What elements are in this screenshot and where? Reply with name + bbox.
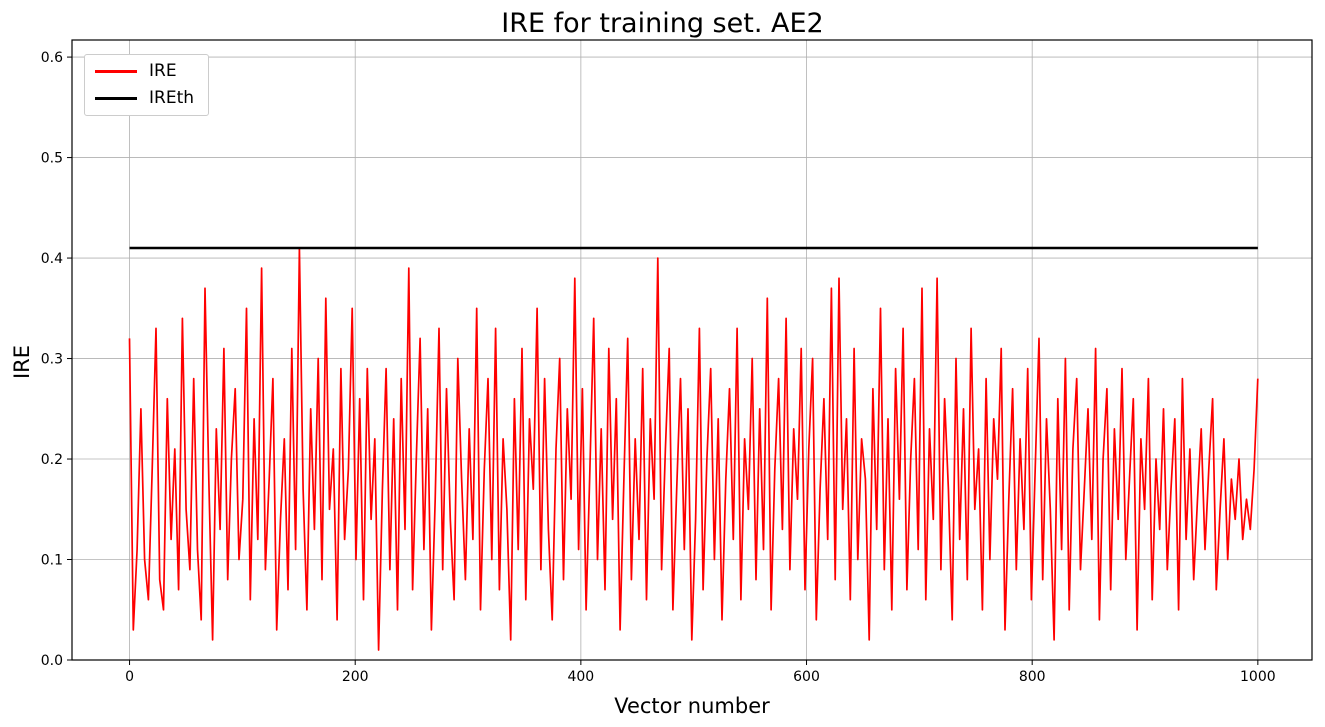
legend-label-ireth: IREth: [149, 88, 195, 108]
ire-series-line: [128, 247, 1259, 651]
plot-background: [72, 40, 1312, 660]
x-tick-label: 0: [125, 669, 134, 685]
x-tick-label: 400: [567, 669, 594, 685]
legend-line-sample-ireth: [95, 97, 137, 100]
chart-title: IRE for training set. AE2: [501, 8, 824, 39]
y-tick-label: 0.6: [41, 50, 63, 66]
y-tick-label: 0.2: [41, 452, 63, 468]
y-tick-label: 0.1: [41, 553, 63, 569]
legend: IRE IREth: [84, 54, 210, 116]
legend-item-ireth: IREth: [95, 90, 194, 107]
plot-frame: [71, 39, 1313, 661]
y-tick-label: 0.5: [41, 151, 63, 167]
y-tick-label: 0.0: [41, 653, 63, 669]
x-tick-label: 200: [342, 669, 369, 685]
x-axis-label: Vector number: [614, 694, 770, 718]
x-tick-label: 1000: [1240, 669, 1276, 685]
x-tick-label: 600: [793, 669, 820, 685]
y-axis-label: IRE: [10, 344, 34, 380]
x-tick-label: 800: [1019, 669, 1046, 685]
y-tick-label: 0.4: [41, 251, 63, 267]
legend-label-ire: IRE: [149, 61, 177, 81]
legend-item-ire: IRE: [95, 63, 194, 80]
y-tick-label: 0.3: [41, 352, 63, 368]
legend-line-sample-ire: [95, 70, 137, 73]
